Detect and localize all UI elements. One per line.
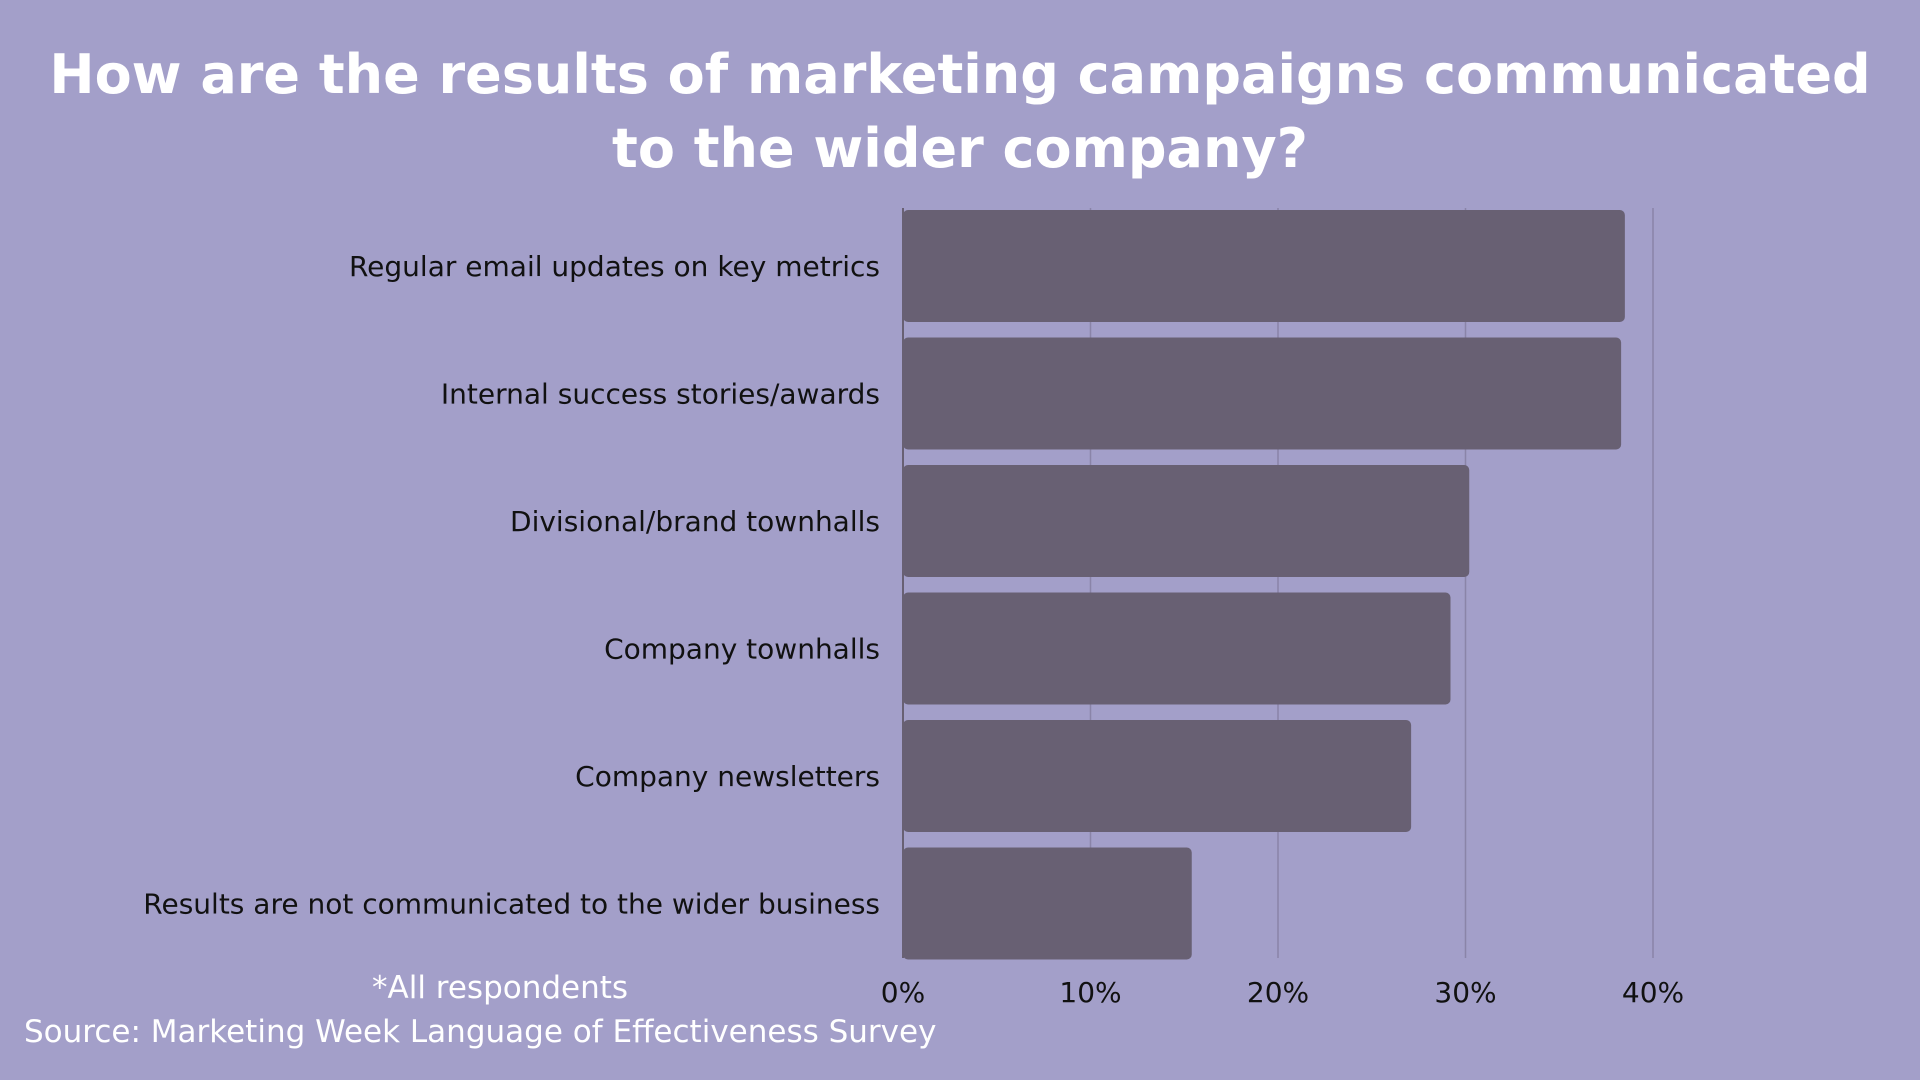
gridlines bbox=[902, 208, 1654, 958]
x-tick-label: 10% bbox=[1059, 976, 1121, 1009]
category-label: Company townhalls bbox=[604, 633, 880, 666]
x-tick-label: 20% bbox=[1247, 976, 1309, 1009]
bar bbox=[903, 847, 1192, 960]
footnote: *All respondents bbox=[372, 970, 629, 1006]
x-axis-ticks: 0% 10% 20% 30% 40% bbox=[881, 976, 1684, 1009]
bars bbox=[903, 210, 1625, 960]
source-note: Source: Marketing Week Language of Effec… bbox=[24, 1014, 937, 1050]
category-label: Regular email updates on key metrics bbox=[349, 250, 880, 283]
bar bbox=[903, 465, 1470, 577]
x-tick-label: 30% bbox=[1434, 976, 1496, 1009]
bar bbox=[903, 720, 1412, 832]
category-label: Company newsletters bbox=[575, 760, 880, 793]
x-tick-label: 40% bbox=[1622, 976, 1684, 1009]
chart-title: How are the results of marketing campaig… bbox=[49, 43, 1871, 180]
category-labels: Regular email updates on key metrics Inte… bbox=[143, 250, 880, 921]
category-label: Internal success stories/awards bbox=[441, 378, 880, 411]
x-tick-label: 0% bbox=[881, 976, 925, 1009]
bar bbox=[903, 592, 1451, 705]
bar bbox=[903, 337, 1622, 450]
bar bbox=[903, 210, 1625, 322]
category-label: Results are not communicated to the wide… bbox=[143, 888, 880, 921]
category-label: Divisional/brand townhalls bbox=[510, 505, 880, 538]
